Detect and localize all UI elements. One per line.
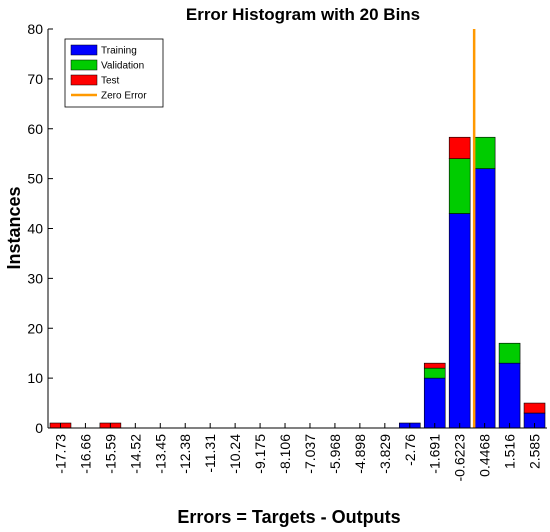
bar-validation-15 (423, 367, 446, 379)
x-tick-label-1: -16.66 (77, 434, 93, 474)
bar-training-18 (498, 362, 521, 429)
bar-training-17 (473, 168, 496, 429)
x-tick-label-8: -9.175 (252, 434, 268, 474)
y-axis-label: Instances (4, 186, 24, 269)
legend-swatch-validation (70, 59, 98, 71)
legend: Training Validation Test Zero Error (64, 38, 164, 108)
legend-label-validation: Validation (101, 61, 144, 72)
x-tick-label-19: 2.585 (527, 434, 543, 469)
y-tick-label-3: 30 (27, 270, 43, 286)
legend-swatch-training (70, 44, 98, 56)
y-tick-label-4: 40 (27, 221, 43, 237)
x-tick-label-17: 0.4468 (477, 434, 493, 477)
bar-training-16 (448, 213, 471, 429)
bar-validation-16 (448, 158, 471, 214)
x-tick-label-12: -4.898 (352, 434, 368, 474)
legend-label-test: Test (101, 76, 120, 87)
x-tick-label-16: -0.6223 (452, 434, 468, 482)
y-tick-label-2: 20 (27, 320, 43, 336)
x-tick-label-13: -3.829 (377, 434, 393, 474)
legend-label-zero-error: Zero Error (101, 91, 147, 102)
x-tick-label-3: -14.52 (127, 434, 143, 474)
y-tick-label-5: 50 (27, 171, 43, 187)
x-tick-label-10: -7.037 (302, 434, 318, 474)
axes-layer: 0 10 20 30 40 50 60 70 80 -17.73 -16.66 -15.59 -14.5… (27, 21, 547, 481)
legend-swatch-test (70, 74, 98, 86)
x-tick-label-18: 1.516 (502, 434, 518, 469)
bar-training-15 (423, 377, 446, 429)
x-tick-label-2: -15.59 (102, 434, 118, 474)
x-tick-label-11: -5.968 (327, 434, 343, 474)
x-axis-label: Errors = Targets - Outputs (177, 507, 400, 527)
bar-test-15 (423, 362, 446, 369)
x-tick-label-9: -8.106 (277, 434, 293, 474)
y-tick-label-8: 80 (27, 21, 43, 37)
x-tick-label-0: -17.73 (52, 434, 68, 474)
legend-label-training: Training (101, 46, 137, 57)
x-tick-label-5: -12.38 (177, 434, 193, 474)
bar-test-16 (448, 136, 471, 159)
y-tick-label-1: 10 (27, 370, 43, 386)
x-tick-label-4: -13.45 (152, 434, 168, 474)
bars-layer (49, 136, 546, 429)
bar-test-19 (523, 402, 546, 414)
y-tick-label-7: 70 (27, 71, 43, 87)
x-tick-label-7: -10.24 (227, 434, 243, 474)
x-tick-label-14: -2.76 (402, 434, 418, 466)
y-tick-label-6: 60 (27, 121, 43, 137)
y-tick-label-0: 0 (35, 420, 43, 436)
bar-validation-18 (498, 342, 521, 364)
x-tick-label-6: -11.31 (202, 434, 218, 473)
x-tick-label-15: -1.691 (427, 434, 443, 474)
chart-title: Error Histogram with 20 Bins (186, 5, 420, 24)
bar-validation-17 (473, 136, 496, 169)
